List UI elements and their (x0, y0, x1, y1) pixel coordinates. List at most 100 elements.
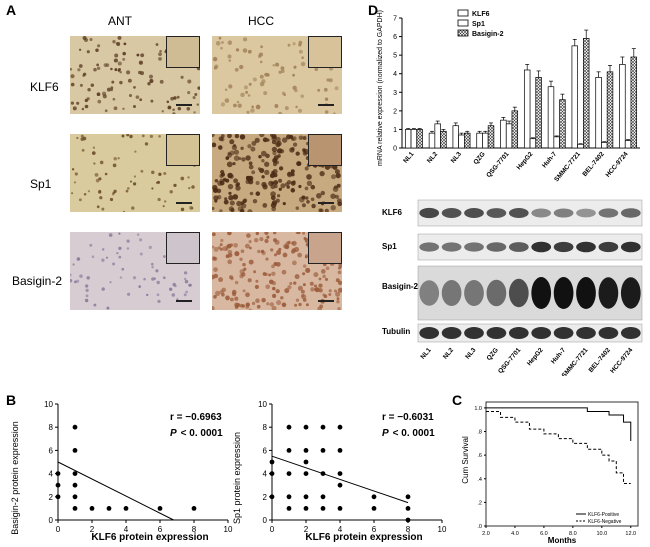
d-legend: KLF6 Sp1 Basigin-2 (457, 9, 504, 38)
bar-category-label: HepG2 (516, 150, 535, 171)
nucleus-mark (247, 144, 252, 149)
nucleus-mark (219, 289, 224, 295)
regression-line (271, 455, 409, 504)
nucleus-mark (176, 298, 179, 301)
blot-band (464, 207, 484, 219)
data-point (303, 448, 309, 453)
nucleus-mark (139, 252, 143, 256)
nucleus-mark (173, 183, 177, 188)
nucleus-mark (133, 86, 136, 89)
blot-lane-label: HCC-9724 (609, 347, 634, 375)
blot-band (508, 242, 529, 252)
survival-curve: 2.0 4.0 6.0 8.0 10.0 12.0 .0 .2 .4 .6 .8 1.0 Cum Su… (461, 401, 639, 545)
nucleus-mark (301, 294, 305, 298)
nucleus-mark (241, 157, 246, 162)
nucleus-mark (156, 293, 160, 297)
ihc-basigin2-hcc (212, 232, 342, 310)
blot-band (598, 208, 619, 218)
nucleus-mark (244, 243, 250, 249)
blot-band (576, 208, 596, 218)
nucleus-mark (259, 81, 265, 87)
nucleus-mark (302, 272, 306, 276)
nucleus-mark (270, 191, 276, 197)
nucleus-mark (139, 98, 143, 102)
nucleus-mark (305, 303, 309, 307)
nucleus-mark (112, 191, 116, 195)
y-tick-label: .8 (477, 430, 482, 436)
nucleus-mark (253, 237, 259, 243)
x-tick-label: 2.0 (482, 531, 490, 537)
data-point (320, 494, 326, 500)
nucleus-mark (79, 83, 83, 87)
nucleus-mark (238, 156, 242, 161)
nucleus-mark (133, 175, 136, 178)
blot-band (441, 326, 462, 340)
nucleus-mark (219, 243, 223, 247)
nucleus-mark (212, 56, 218, 62)
nucleus-mark (278, 70, 282, 74)
nucleus-mark (218, 145, 223, 150)
nucleus-mark (233, 178, 239, 184)
data-point (72, 424, 78, 430)
scatter-sp1-vs-klf6: 0 2 4 6 8 10 0 2 4 6 8 10 Sp1 protein expression KL… (232, 400, 447, 543)
nucleus-mark (125, 189, 129, 193)
nucleus-mark (293, 246, 300, 252)
nucleus-mark (189, 205, 194, 210)
nucleus-mark (187, 176, 190, 179)
nucleus-mark (335, 291, 341, 297)
blot-lane-label: Huh-7 (550, 346, 567, 365)
nucleus-mark (240, 92, 245, 98)
nucleus-mark (332, 112, 336, 114)
nucleus-mark (253, 270, 257, 274)
blot-band (464, 280, 484, 306)
d-legend-swatch-klf6 (457, 9, 469, 17)
nucleus-mark (334, 194, 340, 199)
nucleus-mark (225, 247, 229, 251)
nucleus-mark (298, 302, 302, 307)
data-point (123, 506, 129, 511)
x-tick-label: 12.0 (625, 531, 636, 537)
nucleus-mark (227, 249, 233, 255)
nucleus-mark (81, 148, 85, 152)
data-point (371, 494, 377, 500)
nucleus-mark (101, 287, 105, 291)
nucleus-mark (273, 262, 278, 266)
nucleus-mark (174, 284, 177, 288)
nucleus-mark (295, 151, 300, 156)
x-tick-label: 0 (56, 525, 61, 534)
nucleus-mark (225, 156, 230, 160)
nucleus-mark (149, 134, 154, 139)
nucleus-mark (280, 183, 286, 189)
nucleus-mark (291, 260, 297, 266)
nucleus-mark (93, 303, 97, 307)
nucleus-mark (219, 178, 224, 183)
bar-category-label: QZG (472, 151, 486, 166)
nucleus-mark (273, 238, 277, 243)
nucleus-mark (191, 185, 195, 189)
nucleus-mark (233, 155, 240, 161)
data-point (320, 448, 326, 453)
nucleus-mark (91, 151, 96, 155)
nucleus-mark (318, 208, 323, 212)
nucleus-mark (219, 174, 224, 178)
nucleus-mark (132, 182, 137, 186)
data-point (337, 506, 343, 511)
b2-ylabel: Sp1 protein expression (232, 432, 242, 524)
bar-sp1 (482, 132, 489, 149)
nucleus-mark (183, 293, 187, 297)
data-point (286, 424, 292, 430)
nucleus-mark (87, 190, 91, 193)
nucleus-mark (85, 288, 89, 293)
nucleus-mark (119, 80, 123, 85)
bar-klf6 (476, 132, 483, 149)
nucleus-mark (224, 197, 228, 201)
nucleus-mark (172, 112, 176, 114)
data-point (337, 482, 343, 488)
y-tick-label: 6 (263, 446, 268, 455)
nucleus-mark (212, 142, 217, 148)
nucleus-mark (262, 203, 268, 208)
nucleus-mark (220, 238, 224, 243)
blot-label-klf6: KLF6 (382, 208, 403, 217)
nucleus-mark (291, 146, 295, 151)
